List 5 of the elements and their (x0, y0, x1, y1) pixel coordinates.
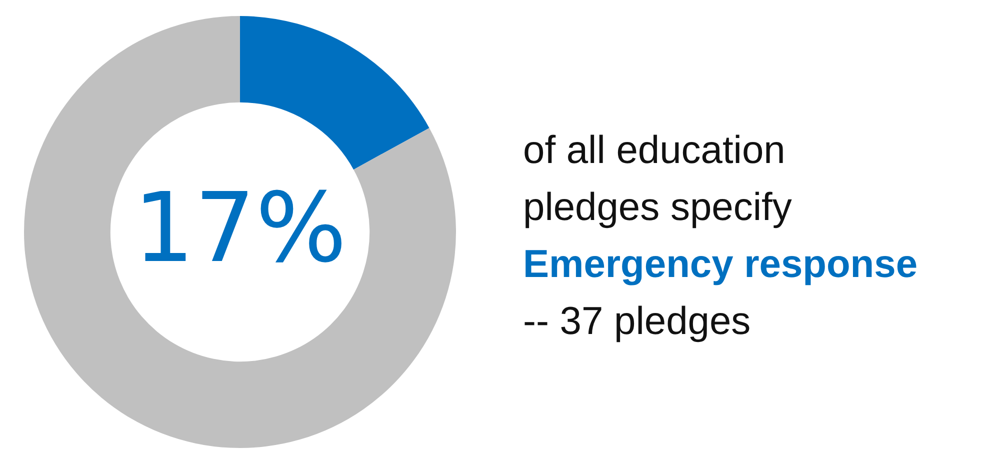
text: -- 37 pledges (523, 299, 752, 345)
text: of all education (523, 128, 786, 174)
text: pledges specify (523, 185, 793, 231)
text: Emergency response (523, 242, 918, 288)
data-label: 17% (133, 172, 347, 284)
